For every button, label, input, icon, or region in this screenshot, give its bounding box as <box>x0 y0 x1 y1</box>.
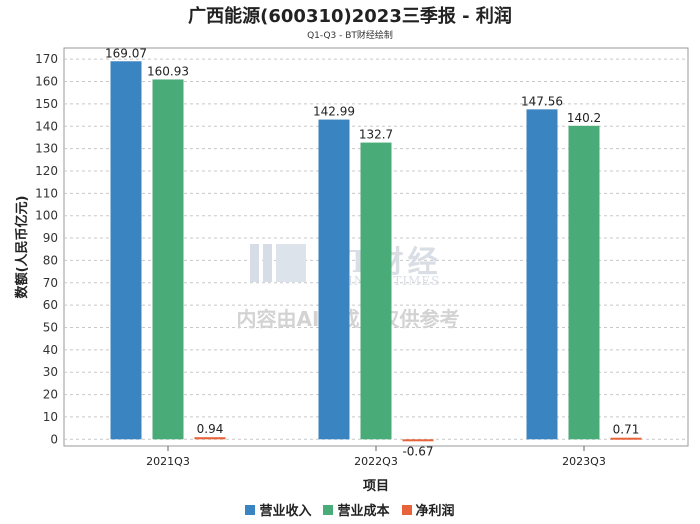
bar-2 <box>402 439 434 442</box>
data-label: 142.99 <box>313 105 355 119</box>
legend-label: 营业成本 <box>337 504 390 519</box>
watermark-logo-mark <box>263 244 272 282</box>
y-tick-label: 170 <box>35 52 58 66</box>
bar-0 <box>110 61 142 440</box>
y-tick-label: 40 <box>43 343 58 357</box>
bar-0 <box>318 119 350 440</box>
y-tick-label: 140 <box>35 119 58 133</box>
chart-title: 广西能源(600310)2023三季报 - 利润 <box>188 6 512 27</box>
y-tick-label: 70 <box>43 276 58 290</box>
data-label: -0.67 <box>402 444 433 458</box>
watermark-logo-mark <box>276 244 306 282</box>
y-tick-label: 100 <box>35 209 58 223</box>
y-tick-label: 80 <box>43 253 58 267</box>
y-tick-label: 50 <box>43 320 58 334</box>
y-axis-title: 数额(人民币亿元) <box>14 196 30 299</box>
y-tick-label: 0 <box>50 432 58 446</box>
chart-subtitle: Q1-Q3 - BT财经绘制 <box>307 31 393 41</box>
data-label: 147.56 <box>521 94 563 108</box>
bar-1 <box>152 79 184 440</box>
y-tick-label: 20 <box>43 388 58 402</box>
legend-item: 营业成本 <box>323 500 390 519</box>
bar-1 <box>360 142 392 440</box>
bar-2 <box>610 437 642 440</box>
watermark-logo-mark <box>250 244 259 282</box>
legend-label: 营业收入 <box>259 504 312 519</box>
legend-swatch <box>245 504 256 515</box>
legend-item: 净利润 <box>401 500 455 519</box>
chart-legend: 营业收入 营业成本 净利润 <box>0 500 700 519</box>
y-tick-label: 160 <box>35 75 58 89</box>
x-tick-label: 2022Q3 <box>354 455 398 468</box>
legend-item: 营业收入 <box>245 500 311 519</box>
x-axis-title: 项目 <box>363 479 389 494</box>
data-label: 0.94 <box>197 422 224 436</box>
y-tick-label: 130 <box>35 142 58 156</box>
data-label: 140.2 <box>567 111 601 125</box>
legend-label: 净利润 <box>415 504 455 519</box>
x-tick-label: 2021Q3 <box>146 455 190 468</box>
bar-0 <box>526 109 558 440</box>
y-tick-label: 120 <box>35 164 58 178</box>
y-tick-label: 150 <box>35 97 58 111</box>
data-label: 0.71 <box>613 423 640 437</box>
y-tick-label: 110 <box>35 186 58 200</box>
y-tick-label: 10 <box>43 410 58 424</box>
data-label: 169.07 <box>105 46 147 60</box>
legend-swatch <box>401 504 412 515</box>
bar-1 <box>568 125 600 440</box>
bar-2 <box>194 437 226 440</box>
y-tick-label: 90 <box>43 231 58 245</box>
y-tick-label: 60 <box>43 298 58 312</box>
y-tick-label: 30 <box>43 365 58 379</box>
data-label: 132.7 <box>359 128 393 142</box>
x-tick-label: 2023Q3 <box>562 455 606 468</box>
data-label: 160.93 <box>147 64 189 78</box>
legend-swatch <box>323 504 334 515</box>
